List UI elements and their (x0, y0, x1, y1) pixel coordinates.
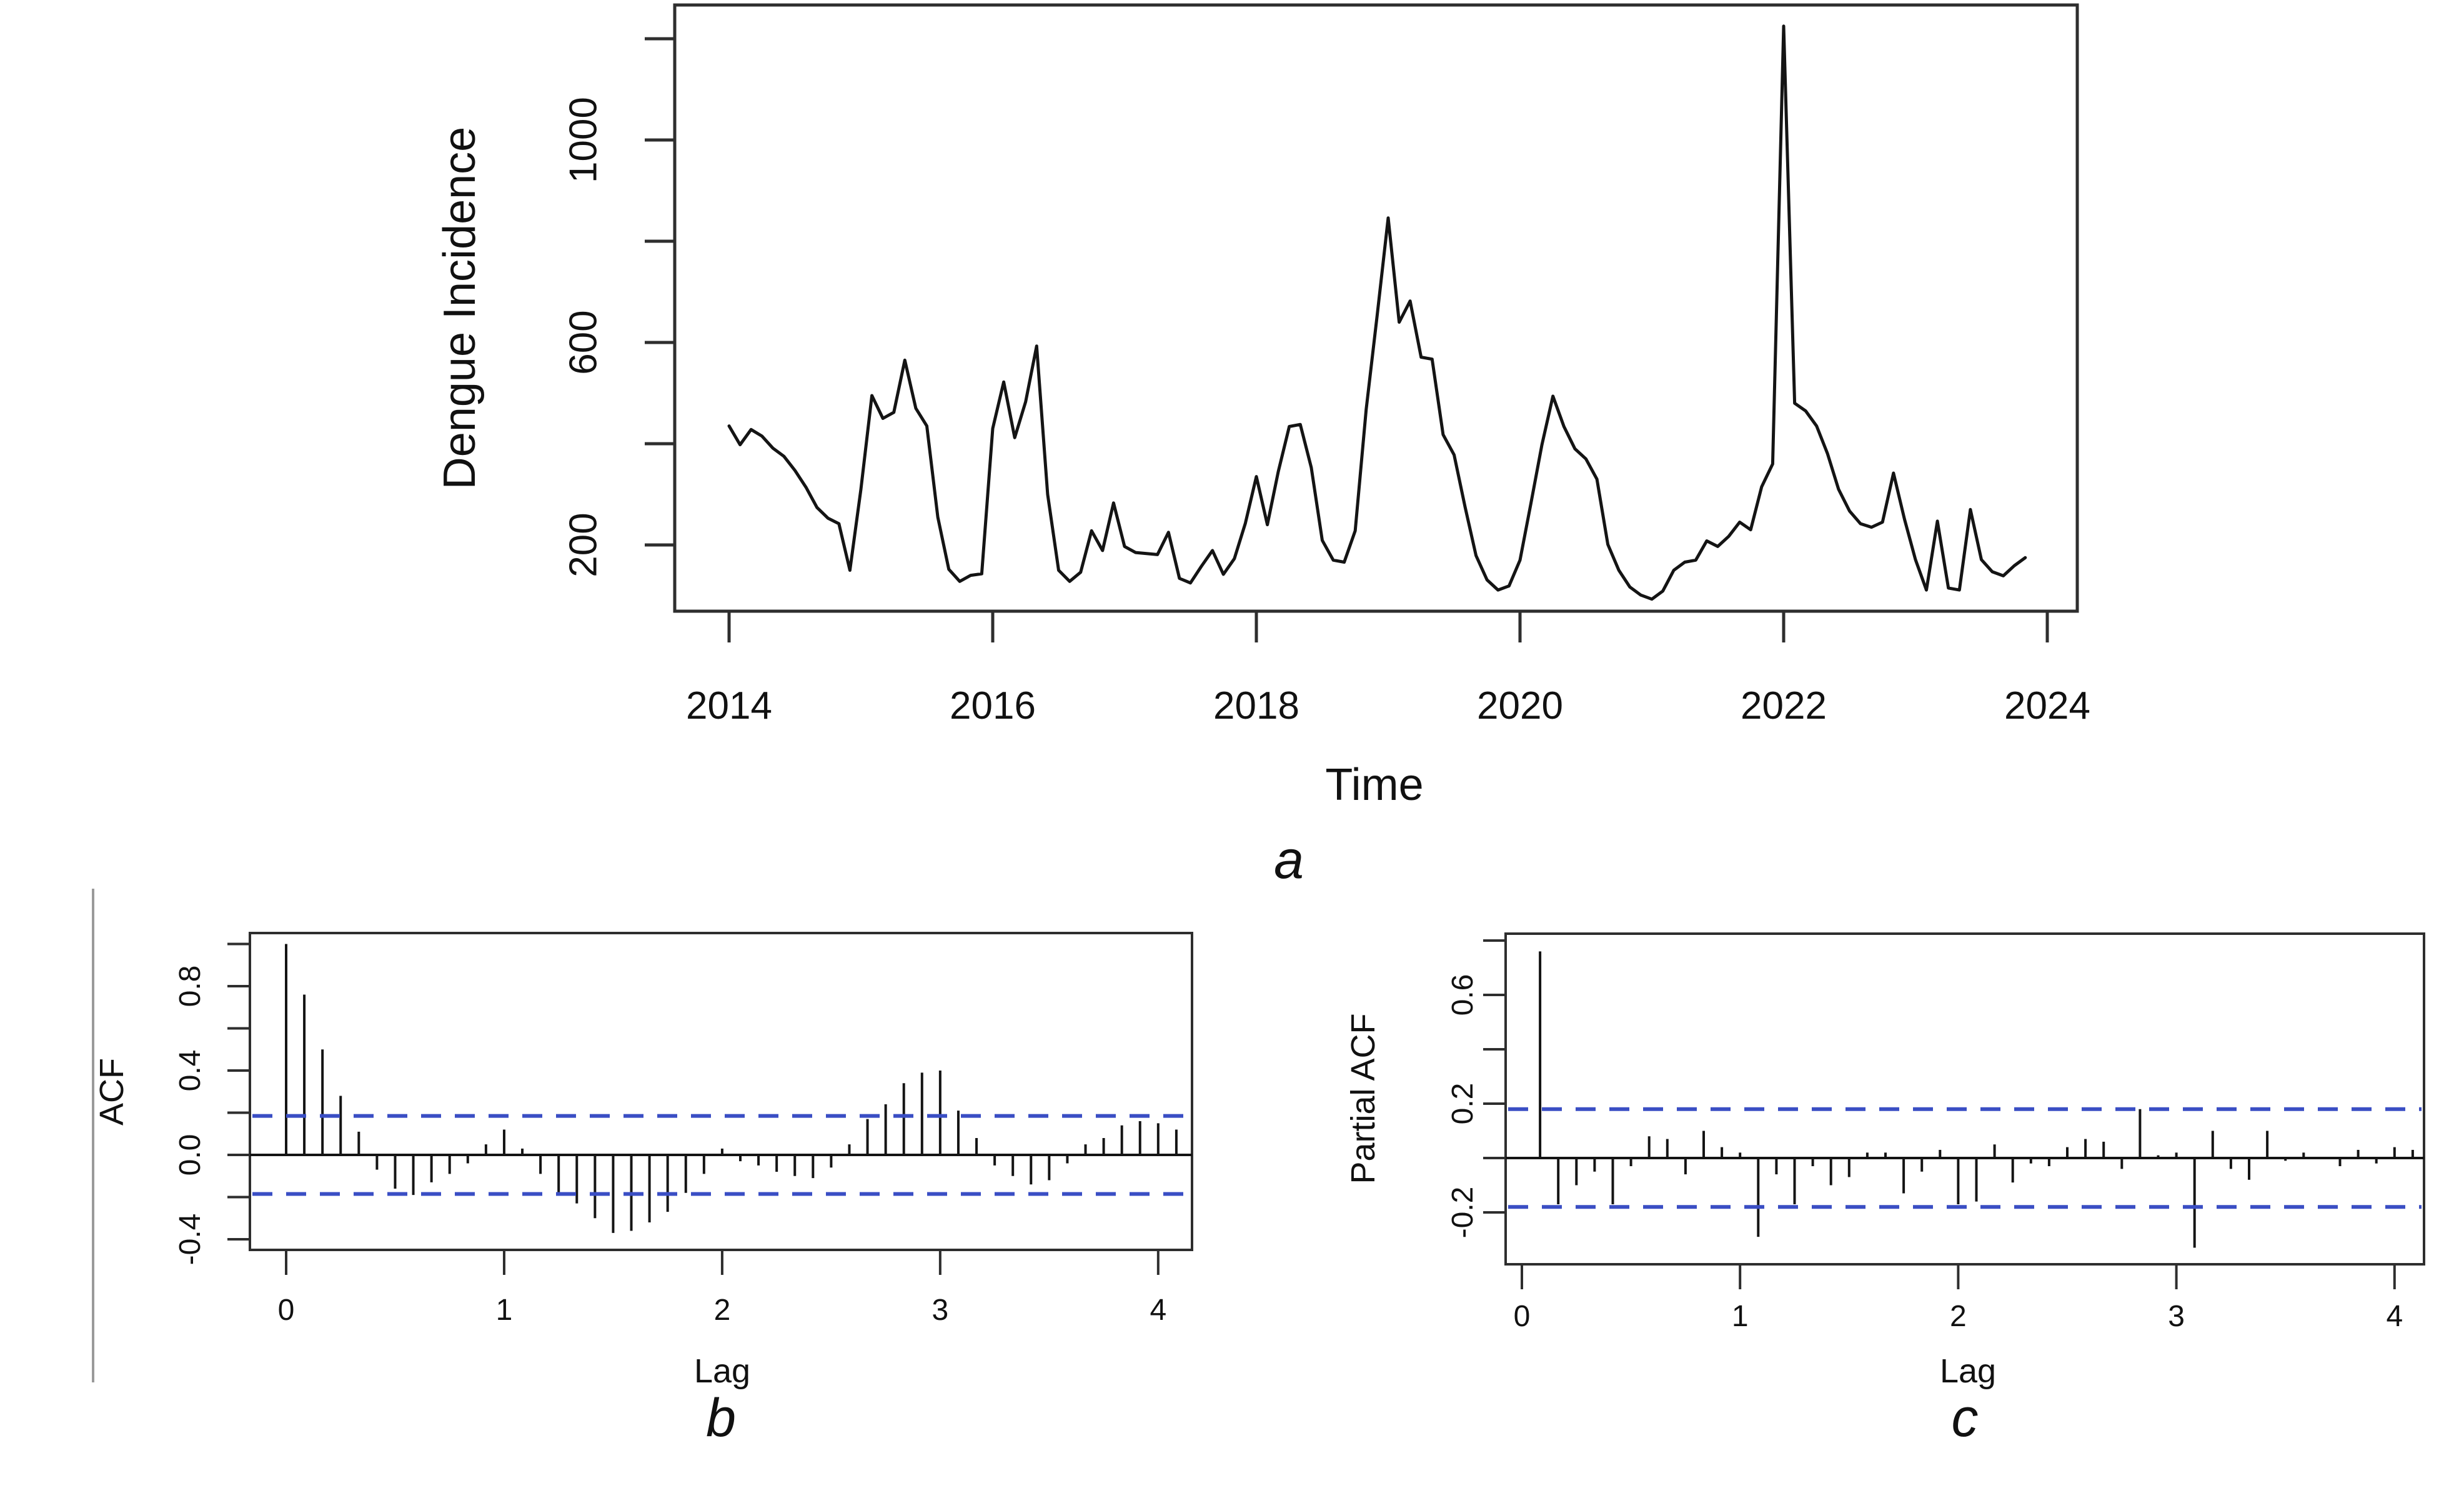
x-tick-label: 2016 (950, 684, 1036, 727)
y-tick-label: 600 (562, 310, 605, 374)
x-tick-label: 2018 (1213, 684, 1299, 727)
y-tick-label: 0.6 (1446, 974, 1479, 1016)
x-tick-label: 1 (496, 1294, 513, 1327)
x-tick-label: 0 (1514, 1300, 1531, 1333)
x-tick-label: 2020 (1477, 684, 1563, 727)
x-tick-label: 2014 (686, 684, 772, 727)
x-tick-label: 2024 (2004, 684, 2090, 727)
panel-c-generated: -0.2 0.2 0.6 0 1 2 3 4 (1446, 939, 2424, 1333)
panel-a-x-axis-title: Time (1325, 760, 1423, 810)
panel-c-plot-box (1504, 932, 2425, 1266)
x-tick-label: 1 (1732, 1300, 1749, 1333)
y-tick-label: 200 (562, 512, 605, 577)
y-tick-label: 1000 (562, 97, 605, 183)
y-tick-label: 0.4 (174, 1050, 207, 1092)
y-tick-label: 0.2 (1446, 1083, 1479, 1125)
y-tick-label: -0.4 (174, 1214, 207, 1266)
y-tick-label: 0.8 (174, 966, 207, 1007)
panel-c-y-axis-title: Partial ACF (1344, 1013, 1382, 1184)
y-tick-label: 0.0 (174, 1134, 207, 1176)
x-tick-label: 3 (932, 1294, 949, 1327)
panel-a-timeseries: 200 600 1000 2014 2016 2018 2020 2022 2024 Dengu… (435, 3, 2090, 890)
panel-c-tag-label: c (1952, 1388, 1979, 1448)
x-tick-label: 4 (2386, 1300, 2403, 1333)
x-tick-label: 2 (1950, 1300, 1967, 1333)
panel-c-x-axis-title: Lag (1940, 1352, 1996, 1390)
panel-a-plot-box (673, 3, 2079, 613)
panel-b-acf: -0.4 0.0 0.4 0.8 0 1 2 3 4 ACF Lag b (93, 932, 1193, 1448)
panel-b-y-axis-title: ACF (93, 1058, 131, 1126)
panel-b-generated: -0.4 0.0 0.4 0.8 0 1 2 3 4 (174, 942, 1192, 1327)
x-tick-label: 0 (278, 1294, 295, 1327)
panel-a-generated: 200 600 1000 2014 2016 2018 2020 2022 2024 (562, 24, 2090, 727)
panel-c-pacf: -0.2 0.2 0.6 0 1 2 3 4 Partial ACF Lag c (1344, 932, 2425, 1448)
panel-a-y-axis-title: Dengue Incidence (435, 127, 485, 489)
panel-b-x-axis-title: Lag (694, 1352, 750, 1390)
x-tick-label: 4 (1150, 1294, 1166, 1327)
x-tick-label: 3 (2168, 1300, 2185, 1333)
panel-b-plot-box (249, 932, 1193, 1251)
panel-b-tag-label: b (706, 1388, 736, 1448)
x-tick-label: 2 (714, 1294, 731, 1327)
panel-a-tag-label: a (1274, 830, 1304, 890)
y-tick-label: -0.2 (1446, 1187, 1479, 1239)
dengue-series-line (727, 24, 2027, 601)
x-tick-label: 2022 (1741, 684, 1827, 727)
